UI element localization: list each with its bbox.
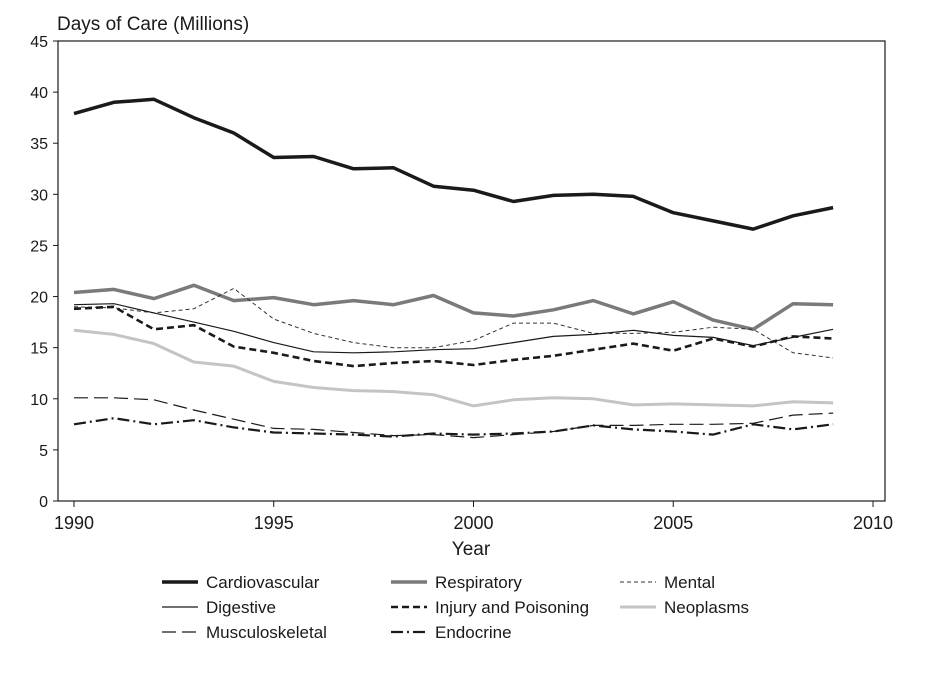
- legend-item-digestive: Digestive: [162, 598, 276, 617]
- series-line-musculoskeletal: [74, 397, 834, 439]
- y-axis: 0 5 10 15 20 25 30 35 40 45: [30, 34, 58, 511]
- y-tick-label: 5: [39, 443, 48, 460]
- series-line-injury-and-poisoning: [73, 305, 834, 368]
- y-tick-label: 35: [30, 136, 48, 153]
- series-lines: [73, 97, 834, 439]
- series-line-digestive: [73, 303, 834, 354]
- y-tick-label: 20: [30, 290, 48, 307]
- x-tick-label: 2000: [453, 513, 493, 533]
- x-tick-label: 1990: [54, 513, 94, 533]
- y-tick-label: 10: [30, 392, 48, 409]
- legend-label: Respiratory: [435, 573, 522, 592]
- legend-label: Endocrine: [435, 623, 512, 642]
- x-axis: 1990 1995 2000 2005 2010: [54, 501, 893, 533]
- y-tick-label: 40: [30, 85, 48, 102]
- legend-item-cardiovascular: Cardiovascular: [162, 573, 320, 592]
- x-tick-label: 2005: [653, 513, 693, 533]
- legend-label: Mental: [664, 573, 715, 592]
- y-tick-label: 15: [30, 341, 48, 358]
- legend-item-injury-and-poisoning: Injury and Poisoning: [391, 598, 589, 617]
- series-line-respiratory: [73, 283, 834, 332]
- series-line-cardiovascular: [73, 97, 834, 231]
- series-line-mental: [73, 287, 834, 359]
- series-line-neoplasms: [73, 328, 834, 408]
- x-tick-label: 2010: [853, 513, 893, 533]
- legend-label: Injury and Poisoning: [435, 598, 589, 617]
- legend-label: Digestive: [206, 598, 276, 617]
- x-tick-label: 1995: [254, 513, 294, 533]
- x-axis-label: Year: [452, 539, 491, 560]
- legend-item-respiratory: Respiratory: [391, 573, 522, 592]
- legend-label: Neoplasms: [664, 598, 749, 617]
- legend-label: Musculoskeletal: [206, 623, 327, 642]
- y-tick-label: 0: [39, 494, 48, 511]
- legend-label: Cardiovascular: [206, 573, 320, 592]
- y-tick-label: 25: [30, 238, 48, 255]
- legend-item-endocrine: Endocrine: [391, 623, 512, 642]
- legend-item-musculoskeletal: Musculoskeletal: [162, 623, 327, 642]
- series-line-endocrine: [73, 417, 834, 438]
- legend: Cardiovascular Respiratory Mental Digestive…: [162, 573, 749, 642]
- legend-item-neoplasms: Neoplasms: [620, 598, 749, 617]
- y-tick-label: 45: [30, 34, 48, 51]
- plot-area-frame: [57, 40, 886, 502]
- y-tick-label: 30: [30, 187, 48, 204]
- legend-item-mental: Mental: [620, 573, 715, 592]
- y-axis-label: Days of Care (Millions): [57, 14, 249, 35]
